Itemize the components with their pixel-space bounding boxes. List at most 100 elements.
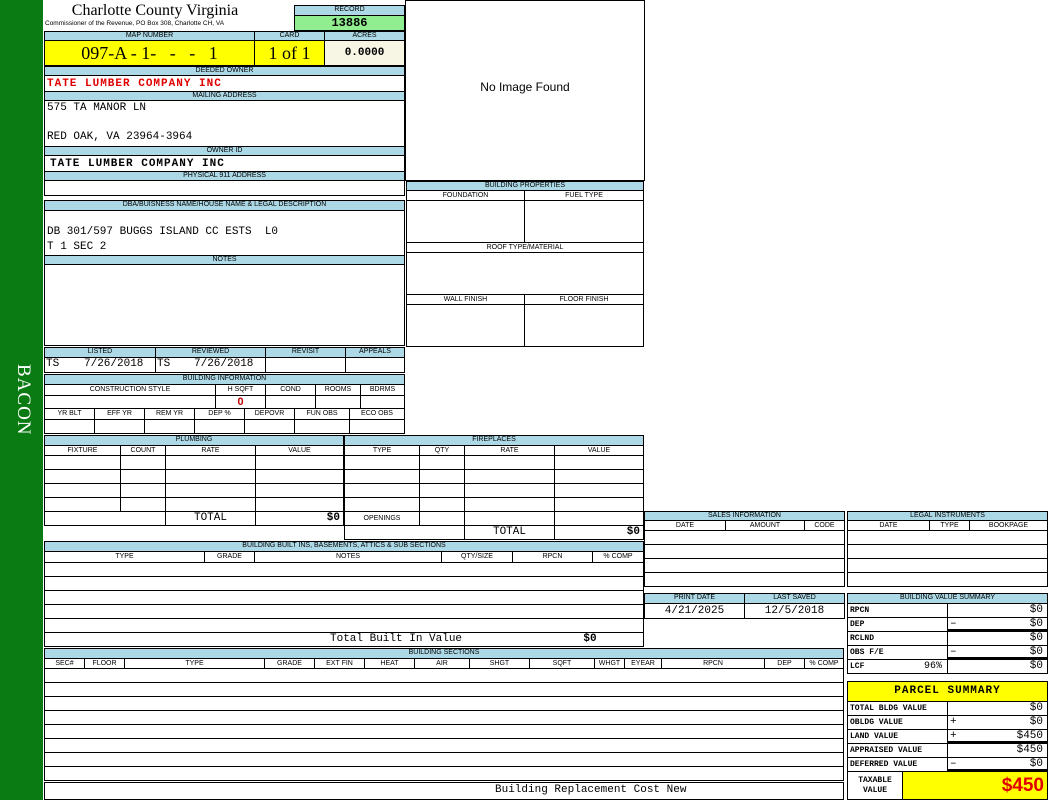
legal-instruments-row	[847, 530, 1048, 545]
fireplace-total-label: TOTAL	[464, 525, 555, 540]
parcel-summary-value-cell	[947, 729, 1048, 744]
map-number: 097-A - 1- - - 1	[44, 40, 255, 66]
roof-box	[406, 252, 644, 295]
plumbing-cell	[255, 455, 344, 470]
value-summary-label-cell: LCF	[847, 659, 948, 674]
taxable-value-label: TAXABLE VALUE	[847, 771, 903, 800]
built-ins-total: $0	[583, 633, 597, 645]
print-date: 4/21/2025	[644, 603, 745, 619]
record-value: 13886	[294, 15, 405, 31]
fireplace-openings-qty	[419, 511, 465, 526]
sales-row	[644, 558, 845, 573]
building-info-row2-cell	[349, 419, 405, 434]
fireplace-total-left	[344, 525, 465, 540]
legal-line-2: T 1 SEC 2	[47, 241, 107, 253]
taxable-value: $450	[902, 771, 1048, 800]
revisit-cell[interactable]	[265, 357, 346, 373]
reviewed-date: 7/26/2018	[194, 358, 254, 370]
fireplaces-cell	[344, 483, 420, 498]
parcel-summary-value: $0	[1029, 716, 1043, 728]
sales-row	[644, 544, 845, 559]
built-ins-row	[44, 590, 644, 605]
parcel-summary-title: PARCEL SUMMARY	[847, 681, 1048, 702]
fireplace-openings-label: OPENINGS	[344, 511, 420, 526]
value-summary-label-cell: RPCN	[847, 603, 948, 618]
built-ins-row	[44, 604, 644, 619]
building-info-row1-cell	[265, 395, 316, 409]
last-saved: 12/5/2018	[744, 603, 845, 619]
value-summary-value: $0	[1029, 618, 1043, 630]
county-subtitle: Commissioner of the Revenue, PO Box 308,…	[45, 20, 225, 27]
parcel-summary-value: $450	[1016, 730, 1043, 742]
fireplace-openings-value	[554, 511, 644, 526]
building-info-row2-cell	[194, 419, 245, 434]
parcel-summary-value: $450	[1016, 744, 1043, 756]
parcel-summary-sign: +	[950, 716, 957, 728]
building-sections-row	[44, 710, 844, 725]
building-info-row1-cell	[315, 395, 361, 409]
no-image-text: No Image Found	[480, 80, 570, 94]
built-ins-total-row	[44, 632, 644, 647]
sidebar	[0, 0, 43, 800]
fireplaces-cell	[344, 497, 420, 512]
plumbing-cell	[44, 483, 121, 498]
district-label: BACON	[13, 364, 34, 436]
plumbing-cell	[255, 469, 344, 484]
building-info-row1-cell	[44, 395, 216, 409]
built-ins-row	[44, 576, 644, 591]
building-sections-row	[44, 682, 844, 697]
wall-finish-box	[406, 304, 525, 347]
parcel-summary-value: $0	[1029, 702, 1043, 714]
fireplaces-cell	[464, 497, 555, 512]
parcel-summary-label-cell: TOTAL BLDG VALUE	[847, 701, 948, 716]
fireplaces-cell	[419, 469, 465, 484]
sales-row	[644, 530, 845, 545]
card-number: 1 of 1	[254, 40, 325, 66]
building-info-row1-cell	[360, 395, 405, 409]
built-ins-total-label: Total Built In Value	[330, 633, 463, 645]
listed-by: TS	[46, 358, 60, 370]
plumbing-cell	[120, 497, 166, 512]
value-summary-value-cell	[947, 659, 1048, 674]
plumbing-total: $0	[255, 511, 344, 526]
listed-date: 7/26/2018	[84, 358, 144, 370]
plumbing-cell	[120, 469, 166, 484]
building-info-row2-cell	[244, 419, 295, 434]
fireplaces-cell	[464, 469, 555, 484]
building-sections-row	[44, 766, 844, 781]
value-summary-label-cell: RCLND	[847, 631, 948, 646]
mailing-line-2: RED OAK, VA 23964-3964	[47, 131, 193, 143]
mailing-line-1: 575 TA MANOR LN	[47, 102, 147, 114]
plumbing-cell	[255, 483, 344, 498]
parcel-summary-value: $0	[1029, 758, 1043, 770]
property-image	[405, 0, 645, 181]
fireplace-openings-rate	[464, 511, 555, 526]
fireplaces-cell	[419, 483, 465, 498]
fireplaces-cell	[344, 469, 420, 484]
legal-instruments-row	[847, 558, 1048, 573]
legal-instruments-row	[847, 572, 1048, 587]
value-summary-sign: –	[950, 618, 957, 630]
value-summary-value: $0	[1029, 646, 1043, 658]
fireplaces-cell	[554, 469, 644, 484]
parcel-summary-value-cell	[947, 757, 1048, 772]
building-sections-row	[44, 738, 844, 753]
plumbing-total-label: TOTAL	[165, 511, 256, 526]
deeded-owner: TATE LUMBER COMPANY INC	[44, 75, 405, 92]
parcel-summary-label-cell: LAND VALUE	[847, 729, 948, 744]
plumbing-cell	[165, 469, 256, 484]
legal-line-1: DB 301/597 BUGGS ISLAND CC ESTS L0	[47, 226, 279, 238]
plumbing-cell	[165, 483, 256, 498]
built-ins-row	[44, 562, 644, 577]
building-info-row2-cell	[294, 419, 350, 434]
parcel-summary-sign: –	[950, 758, 957, 770]
value-summary-value: $0	[1029, 660, 1043, 672]
county-title: Charlotte County Virginia	[71, 2, 239, 19]
plumbing-cell	[44, 455, 121, 470]
appeals-cell[interactable]	[345, 357, 405, 373]
physical-address-value	[44, 180, 405, 196]
foundation-box	[406, 200, 525, 243]
notes-box	[44, 264, 405, 346]
plumbing-cell	[44, 497, 121, 512]
built-ins-row	[44, 618, 644, 633]
